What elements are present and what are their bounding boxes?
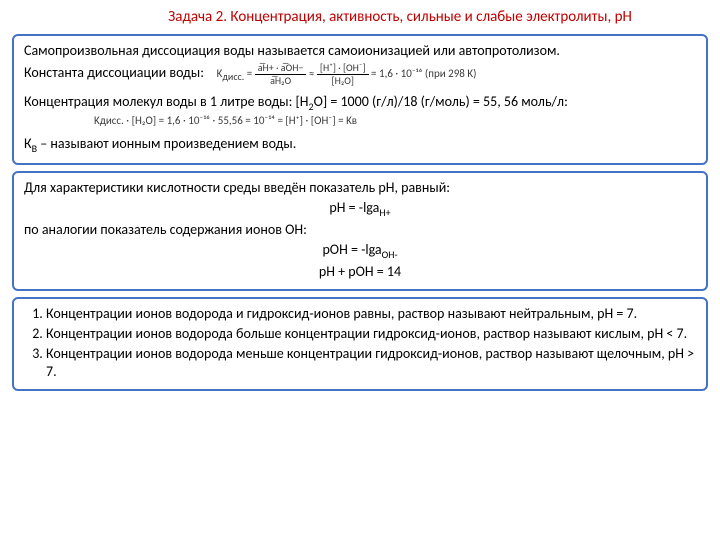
box-autoprotolysis: Самопроизвольная диссоциация воды называ…	[12, 34, 708, 165]
text-concentration: Концентрация молекул воды в 1 литре воды…	[24, 93, 696, 113]
sym-eq: =	[247, 67, 252, 80]
list-item: Концентрации ионов водорода меньше конце…	[46, 345, 696, 381]
formula-poh: pOH = -lgaOH-	[24, 241, 696, 261]
text-poh-intro: по аналогии показатель содержания ионов …	[24, 221, 696, 239]
formula-kdiss: Kдисс. = a̅H+ · a̅OH−a̅H₂O ≈ [H⁺] · [OH⁻…	[217, 67, 477, 80]
formula-ph: pH = -lgaH+	[24, 199, 696, 219]
list-item: Концентрации ионов водорода больше конце…	[46, 325, 696, 343]
sym-approx: ≈	[309, 67, 314, 80]
label-constant: Константа диссоциации воды:	[24, 64, 204, 81]
conc-b: O] = 1000 (г/л)/18 (г/моль) = 55, 56 мол…	[314, 93, 568, 110]
frac1-num: a̅H+ · a̅OH−	[255, 62, 307, 75]
text-constant-label: Константа диссоциации воды: Kдисс. = a̅H…	[24, 62, 696, 87]
box-ph: Для характеристики кислотности среды вве…	[12, 171, 708, 291]
box-classification: Концентрации ионов водорода и гидроксид-…	[12, 297, 708, 392]
text-ph-intro: Для характеристики кислотности среды вве…	[24, 179, 696, 197]
text-kv: КВ – называют ионным произведением воды.	[24, 135, 696, 155]
list-item: Концентрации ионов водорода и гидроксид-…	[46, 305, 696, 323]
ph-a: pH = -lga	[329, 199, 379, 216]
eq-value: = 1,6 · 10⁻¹⁶ (при 298 K)	[371, 67, 476, 80]
kv-b: – называют ионным произведением воды.	[37, 135, 296, 152]
frac2-num: [H⁺] · [OH⁻]	[317, 62, 369, 75]
text-dissociation: Самопроизвольная диссоциация воды называ…	[24, 42, 696, 60]
frac1-den: a̅H₂O	[255, 75, 307, 87]
frac2-den: [H₂O]	[317, 75, 369, 87]
sub-diss: дисс.	[222, 70, 244, 83]
conc-a: Концентрация молекул воды в 1 литре воды…	[24, 93, 309, 110]
list-classification: Концентрации ионов водорода и гидроксид-…	[24, 305, 696, 382]
formula-kw: Kдисс. · [H₂O] = 1,6 · 10⁻¹⁶ · 55,56 = 1…	[24, 114, 696, 128]
poh-a: pOH = -lga	[322, 241, 381, 258]
formula-sum: pH + pOH = 14	[24, 263, 696, 281]
frac-2: [H⁺] · [OH⁻][H₂O]	[317, 62, 369, 87]
ph-sub: H+	[379, 206, 390, 219]
kv-a: К	[24, 135, 32, 152]
poh-sub: OH-	[382, 248, 398, 261]
frac-1: a̅H+ · a̅OH−a̅H₂O	[255, 62, 307, 87]
page-title: Задача 2. Концентрация, активность, силь…	[12, 8, 708, 28]
